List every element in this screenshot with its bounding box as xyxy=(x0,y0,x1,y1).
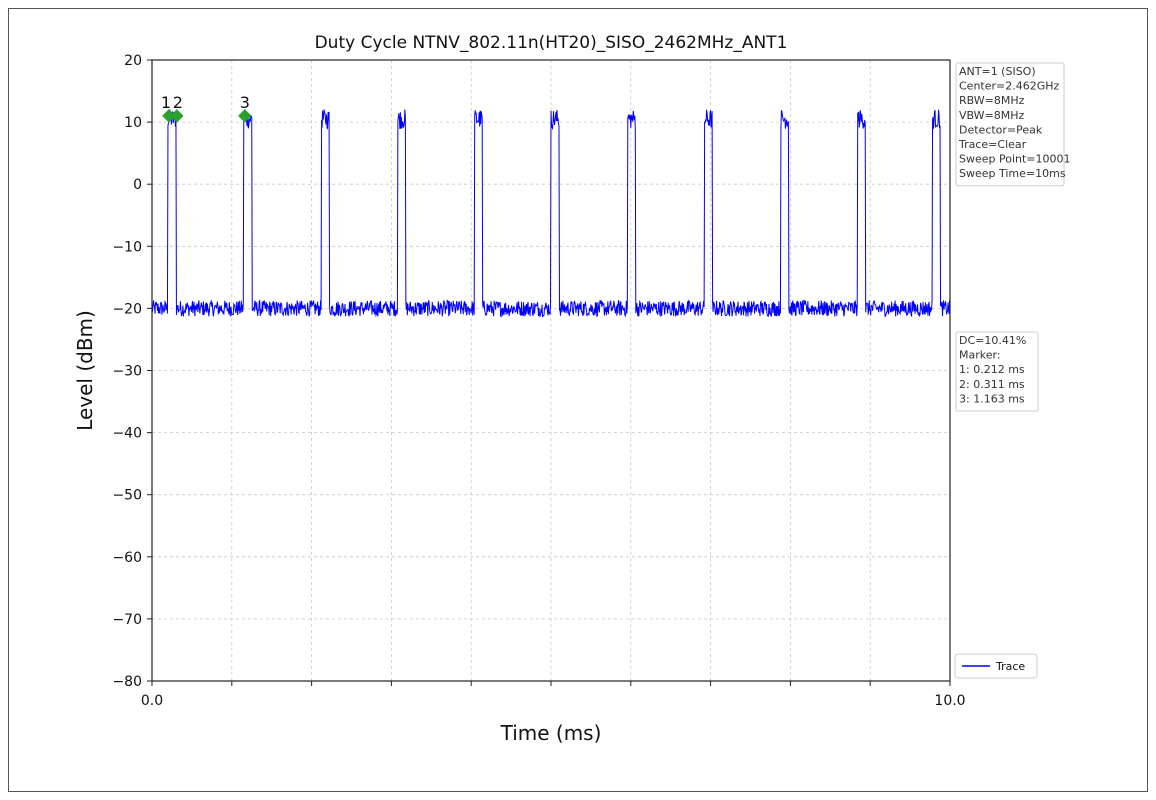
y-tick-label: −30 xyxy=(112,364,142,380)
x-tick-label: 0.0 xyxy=(141,693,163,709)
trace-group xyxy=(151,109,951,318)
legend-frame xyxy=(954,653,1038,679)
x-axis-label: Time (ms) xyxy=(500,721,602,745)
result-box: DC=10.41% Marker:1: 0.212 ms 2: 0.311 ms3:… xyxy=(955,331,1039,412)
y-tick-label: −50 xyxy=(112,488,142,504)
result-box-line: 3: 1.163 ms xyxy=(959,392,1025,405)
result-box-frame xyxy=(955,331,1039,412)
y-tick-label: −80 xyxy=(112,674,142,690)
y-tick-label: −70 xyxy=(112,612,142,628)
info-box-line: Sweep Point=10001 xyxy=(959,153,1071,166)
marker-label-2: 2 xyxy=(173,93,183,112)
info-box-line: Sweep Time=10ms xyxy=(959,167,1066,180)
y-tick-label: −20 xyxy=(112,301,142,317)
y-tick-label: −60 xyxy=(112,550,142,566)
info-box-line: ANT=1 (SISO) xyxy=(959,65,1036,78)
legend: Trace xyxy=(954,653,1038,679)
y-tick-label: 0 xyxy=(133,177,142,193)
info-box-line: Detector=Peak xyxy=(959,123,1043,136)
marker-label-3: 3 xyxy=(240,93,250,112)
marker-label-1: 1 xyxy=(161,93,171,112)
y-tick-label: 20 xyxy=(124,53,142,69)
info-box-line: VBW=8MHz xyxy=(959,109,1025,122)
y-tick-label: 10 xyxy=(124,115,142,131)
info-box-line: Center=2.462GHz xyxy=(959,80,1060,93)
x-tick-label: 10.0 xyxy=(934,693,965,709)
info-box-frame xyxy=(955,62,1065,187)
chart-title: Duty Cycle NTNV_802.11n(HT20)_SISO_2462M… xyxy=(315,33,788,53)
result-box-line: DC=10.41% xyxy=(959,334,1026,347)
y-axis-label: Level (dBm) xyxy=(73,310,97,431)
result-box-line: 2: 0.311 ms xyxy=(959,378,1025,391)
result-box-line: Marker: xyxy=(959,349,1001,362)
x-axis-ticks: 0.0 10.0 xyxy=(141,681,966,709)
trace-line xyxy=(151,109,951,318)
y-tick-label: −10 xyxy=(112,239,142,255)
y-axis-ticks: 20 10 0 −10 −20 −30 −40 −50 −60 −70 −80 xyxy=(112,53,152,690)
info-box-line: RBW=8MHz xyxy=(959,94,1025,107)
y-tick-label: −40 xyxy=(112,426,142,442)
marker-point-2 xyxy=(170,109,184,123)
info-box-line: Trace=Clear xyxy=(958,138,1027,151)
legend-label: Trace xyxy=(995,660,1025,673)
marker-point-3 xyxy=(238,109,252,123)
result-box-line: 1: 0.212 ms xyxy=(959,363,1025,376)
